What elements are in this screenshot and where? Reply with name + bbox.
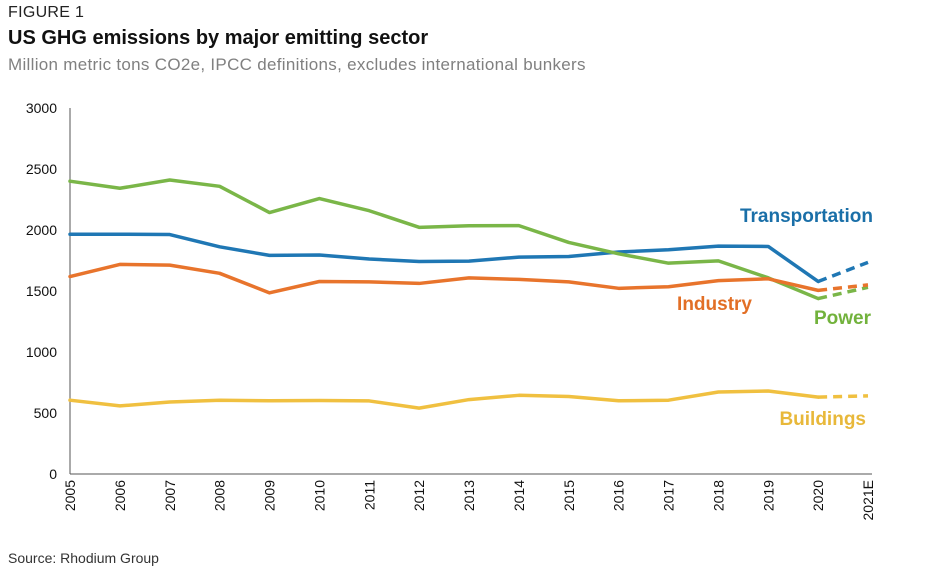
x-tick-label: 2014 [511,480,527,511]
industry-label: Industry [677,294,752,315]
transportation-estimate-line [817,260,869,284]
x-tick-label: 2020 [810,480,826,511]
buildings-label: Buildings [779,409,866,430]
transportation-label: Transportation [740,206,873,227]
buildings-line [68,389,820,410]
series-labels: Transportation Power Industry Buildings [677,206,873,430]
x-tick-label: 2011 [361,480,377,510]
x-tick-label: 2012 [411,480,427,511]
x-tick-label: 2007 [162,480,178,511]
power-estimate-line [817,285,869,301]
x-tick-label: 2021E [860,480,876,520]
x-tick-label: 2013 [461,480,477,511]
power-label: Power [814,308,872,329]
transportation-line [68,232,820,284]
industry-estimate-line [817,283,869,293]
series-lines [68,178,869,410]
x-tick-label: 2010 [311,480,327,511]
y-tick-label: 0 [49,466,57,482]
x-tick-label: 2015 [561,480,577,511]
x-tick-label: 2017 [661,480,677,511]
y-tick-label: 500 [34,405,58,421]
y-tick-label: 1000 [26,344,57,360]
y-tick-label: 2000 [26,222,57,238]
x-tick-label: 2016 [611,480,627,511]
industry-line [68,262,820,295]
chart-title: US GHG emissions by major emitting secto… [8,27,429,49]
x-tick-label: 2005 [62,480,78,511]
chart-subtitle: Million metric tons CO2e, IPCC definitio… [8,55,586,74]
y-tick-label: 3000 [26,100,57,116]
chart-axes [69,108,872,475]
y-tick-label: 1500 [26,283,57,299]
source-note: Source: Rhodium Group [8,550,159,566]
x-tick-label: 2009 [262,480,278,511]
x-tick-label: 2019 [760,480,776,511]
x-axis-tick-labels: 2005 2006 2007 2008 2009 2010 2011 2012 2013 2014… [62,480,876,521]
x-tick-label: 2006 [112,480,128,511]
buildings-estimate-line [818,394,869,399]
y-tick-label: 2500 [26,161,57,177]
power-line [68,178,820,301]
x-tick-label: 2008 [212,480,228,511]
figure-label: FIGURE 1 [8,4,85,21]
y-axis-tick-labels: 0 500 1000 1500 2000 2500 3000 [26,100,57,482]
x-tick-label: 2018 [710,480,726,511]
